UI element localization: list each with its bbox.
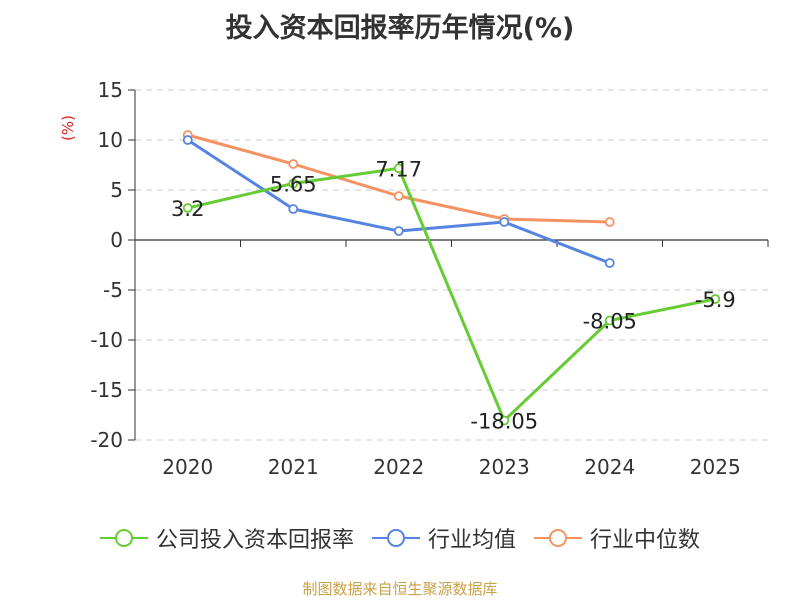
- x-tick-label: 2023: [479, 455, 530, 479]
- data-label: -5.9: [695, 288, 736, 312]
- legend-item-company[interactable]: 公司投入资本回报率: [99, 522, 354, 554]
- chart-title: 投入资本回报率历年情况(%): [225, 13, 575, 44]
- y-tick-label: -10: [90, 328, 123, 352]
- legend-circle-industry-median: [549, 529, 567, 547]
- legend-label-industry-mean: 行业均值: [427, 528, 516, 553]
- y-tick-label: 5: [110, 178, 123, 202]
- y-tick-label: -5: [103, 278, 123, 302]
- data-point: [393, 191, 404, 201]
- data-label: 3.2: [171, 197, 204, 221]
- legend-marker-company: [99, 529, 148, 547]
- data-label: 5.65: [270, 173, 317, 197]
- legend-item-industry-mean[interactable]: 行业均值: [371, 522, 516, 554]
- x-tick-label: 2022: [373, 455, 424, 479]
- legend-marker-industry-median: [534, 529, 582, 547]
- source-note: 制图数据来自恒生聚源数据库: [302, 580, 498, 598]
- series-line: [187, 166, 716, 422]
- data-point: [393, 163, 404, 174]
- data-point: [499, 217, 510, 227]
- data-point: [182, 203, 193, 213]
- data-point: [604, 217, 615, 227]
- data-point: [288, 178, 299, 189]
- y-axis-label: (%): [59, 115, 77, 141]
- data-point: [499, 415, 510, 426]
- data-label: -8.05: [583, 310, 637, 334]
- data-label: -18.05: [470, 410, 538, 434]
- legend-label-company: 公司投入资本回报率: [155, 528, 354, 553]
- y-tick-label: 10: [98, 128, 123, 152]
- legend-item-industry-median[interactable]: 行业中位数: [534, 522, 700, 554]
- legend-circle-industry-mean: [386, 529, 405, 547]
- data-point: [710, 294, 721, 304]
- data-point: [393, 226, 404, 236]
- y-tick-label: -20: [90, 428, 123, 452]
- data-point: [288, 159, 299, 169]
- legend-marker-industry-mean: [371, 529, 420, 547]
- data-label: 7.17: [375, 157, 422, 181]
- data-point: [604, 315, 615, 326]
- x-tick-label: 2025: [690, 455, 741, 479]
- x-tick-label: 2020: [162, 455, 213, 479]
- y-tick-label: -15: [90, 378, 123, 402]
- data-point: [288, 204, 299, 214]
- data-point: [182, 135, 193, 145]
- legend-label-industry-median: 行业中位数: [590, 528, 701, 553]
- x-tick-label: 2024: [584, 455, 635, 479]
- legend: 公司投入资本回报率 行业均值 行业中位数: [0, 520, 800, 556]
- data-point: [604, 258, 615, 268]
- y-tick-label: 0: [110, 228, 123, 252]
- line-chart: 15 10 5 0 -5 -10 -15 -20 2020 2021 2022 2023 2024 202…: [59, 78, 769, 479]
- x-tick-label: 2021: [268, 455, 319, 479]
- y-tick-label: 15: [98, 78, 123, 102]
- legend-circle-company: [114, 529, 133, 547]
